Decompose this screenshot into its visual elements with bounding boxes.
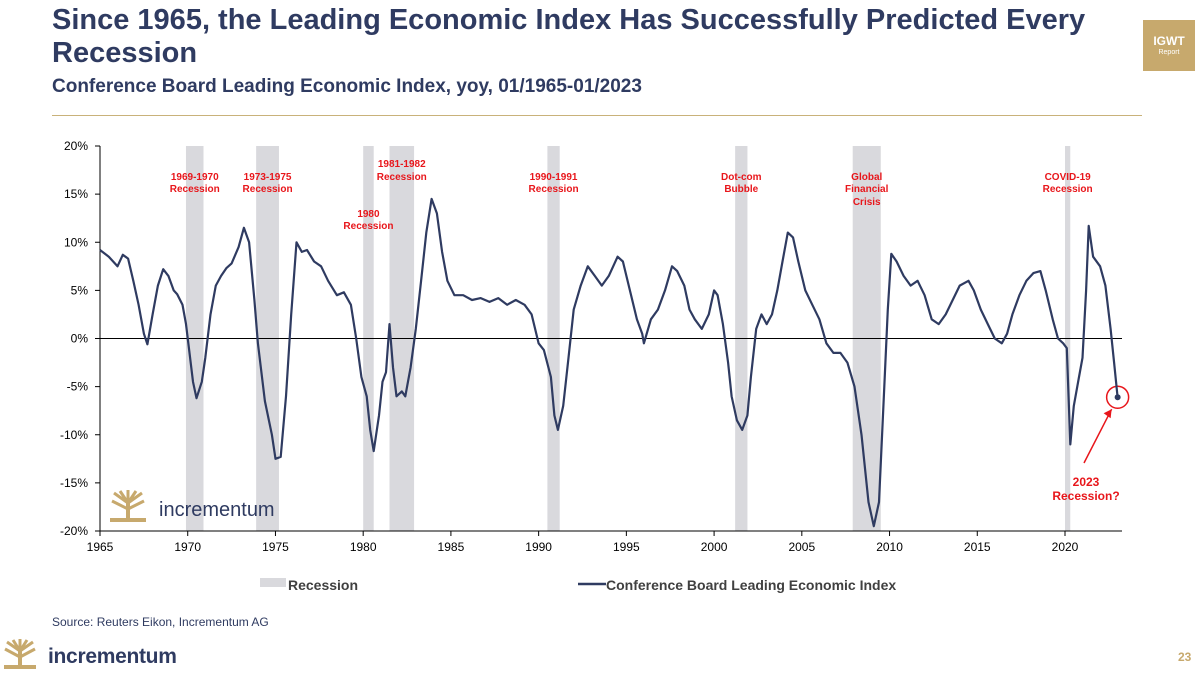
title-divider <box>52 115 1142 116</box>
recession-label: Global <box>851 172 882 183</box>
legend-recession-label: Recession <box>288 577 358 593</box>
x-tick-label: 1975 <box>262 540 289 554</box>
annotation-arrow-line <box>1083 408 1113 464</box>
legend-recession-swatch <box>260 578 286 587</box>
x-tick-label: 2000 <box>701 540 728 554</box>
annotation-circle <box>1105 385 1130 409</box>
series-layer <box>99 197 1121 528</box>
recession-label: 1973-1975 <box>244 172 292 183</box>
badge-sub: Report <box>1158 49 1180 56</box>
y-tick-label: -20% <box>60 524 88 538</box>
igwt-badge: IGWT Report <box>1143 20 1195 71</box>
x-tick-label: 2010 <box>876 540 903 554</box>
incrementum-tree-logo-icon <box>110 490 146 522</box>
y-tick-label: 20% <box>64 139 88 153</box>
recession-label: COVID-19 <box>1045 172 1092 183</box>
x-tick-label: 2005 <box>788 540 815 554</box>
recession-label: Recession <box>243 184 293 195</box>
x-tick-label: 1970 <box>174 540 201 554</box>
source-note: Source: Reuters Eikon, Incrementum AG <box>52 615 269 629</box>
page-subtitle: Conference Board Leading Economic Index,… <box>52 76 642 97</box>
recession-label: Financial <box>845 184 889 195</box>
lei-series-line <box>99 197 1119 528</box>
recession-label: Recession <box>170 184 220 195</box>
x-tick-label: 1995 <box>613 540 640 554</box>
recession-label: 1969-1970 <box>171 172 219 183</box>
lei-chart: 20% 15% 10% 5% 0% -5% -10% -15% -20% 1965 1970 1975… <box>60 139 1130 593</box>
recession-label: 1990-1991 <box>530 172 578 183</box>
y-tick-label: 0% <box>71 332 89 346</box>
axis-layer: 20% 15% 10% 5% 0% -5% -10% -15% -20% 1965 1970 1975… <box>60 139 1122 554</box>
y-tick-label: -5% <box>67 380 89 394</box>
watermark-brand: incrementum <box>159 499 275 521</box>
y-tick-label: -15% <box>60 476 88 490</box>
recession-label: Crisis <box>853 197 881 208</box>
page-number: 23 <box>1178 650 1192 664</box>
badge-main: IGWT <box>1153 34 1185 48</box>
x-tick-label: 1980 <box>350 540 377 554</box>
annotation-label: Recession? <box>1052 489 1119 503</box>
y-tick-label: 15% <box>64 187 88 201</box>
lei-last-point <box>1114 394 1121 401</box>
annotation-label: 2023 <box>1073 475 1100 489</box>
recession-label: Dot-com <box>721 172 762 183</box>
annotation-arrow-head <box>1103 409 1112 419</box>
recession-label: Recession <box>1043 184 1093 195</box>
incrementum-tree-logo-icon <box>4 639 36 669</box>
legend: Recession Conference Board Leading Econo… <box>260 577 896 593</box>
recession-label: 1981-1982 <box>378 159 426 170</box>
recession-label: Bubble <box>724 184 758 195</box>
x-tick-label: 1985 <box>438 540 465 554</box>
x-tick-label: 1965 <box>87 540 114 554</box>
page-title: Since 1965, the Leading Economic Index H… <box>52 4 1086 69</box>
watermark: incrementum <box>110 490 275 522</box>
x-tick-label: 2015 <box>964 540 991 554</box>
x-tick-label: 1990 <box>525 540 552 554</box>
recession-label: Recession <box>529 184 579 195</box>
annotation-layer: 1969-1970Recession1973-1975Recession1980… <box>170 159 1130 503</box>
legend-lei-label: Conference Board Leading Economic Index <box>606 577 896 593</box>
recession-label: Recession <box>343 221 393 232</box>
recession-label: 1980 <box>357 209 380 220</box>
footer-brand: incrementum <box>48 645 177 668</box>
y-tick-label: 5% <box>71 283 89 297</box>
y-tick-label: 10% <box>64 235 88 249</box>
y-tick-label: -10% <box>60 428 88 442</box>
x-tick-label: 2020 <box>1052 540 1079 554</box>
recession-label: Recession <box>377 172 427 183</box>
